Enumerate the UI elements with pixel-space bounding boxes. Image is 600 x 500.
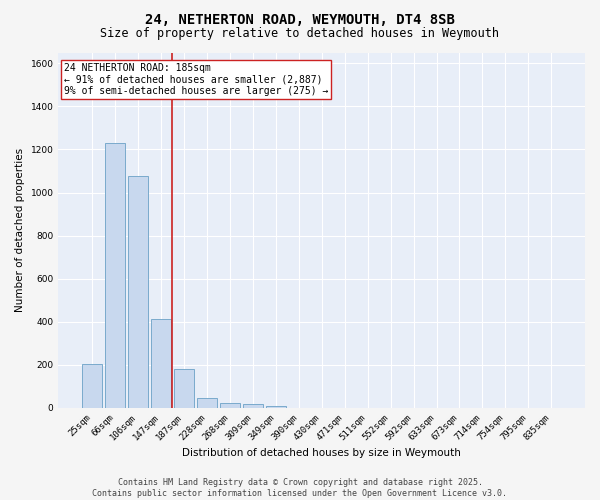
Text: Contains HM Land Registry data © Crown copyright and database right 2025.
Contai: Contains HM Land Registry data © Crown c… xyxy=(92,478,508,498)
Bar xyxy=(220,402,239,408)
Text: Size of property relative to detached houses in Weymouth: Size of property relative to detached ho… xyxy=(101,28,499,40)
X-axis label: Distribution of detached houses by size in Weymouth: Distribution of detached houses by size … xyxy=(182,448,461,458)
Bar xyxy=(266,406,286,408)
Bar xyxy=(106,143,125,408)
Text: 24, NETHERTON ROAD, WEYMOUTH, DT4 8SB: 24, NETHERTON ROAD, WEYMOUTH, DT4 8SB xyxy=(145,12,455,26)
Y-axis label: Number of detached properties: Number of detached properties xyxy=(15,148,25,312)
Text: 24 NETHERTON ROAD: 185sqm
← 91% of detached houses are smaller (2,887)
9% of sem: 24 NETHERTON ROAD: 185sqm ← 91% of detac… xyxy=(64,63,328,96)
Bar xyxy=(243,404,263,408)
Bar xyxy=(174,369,194,408)
Bar xyxy=(82,364,102,408)
Bar xyxy=(128,176,148,408)
Bar xyxy=(197,398,217,408)
Bar xyxy=(151,318,171,408)
